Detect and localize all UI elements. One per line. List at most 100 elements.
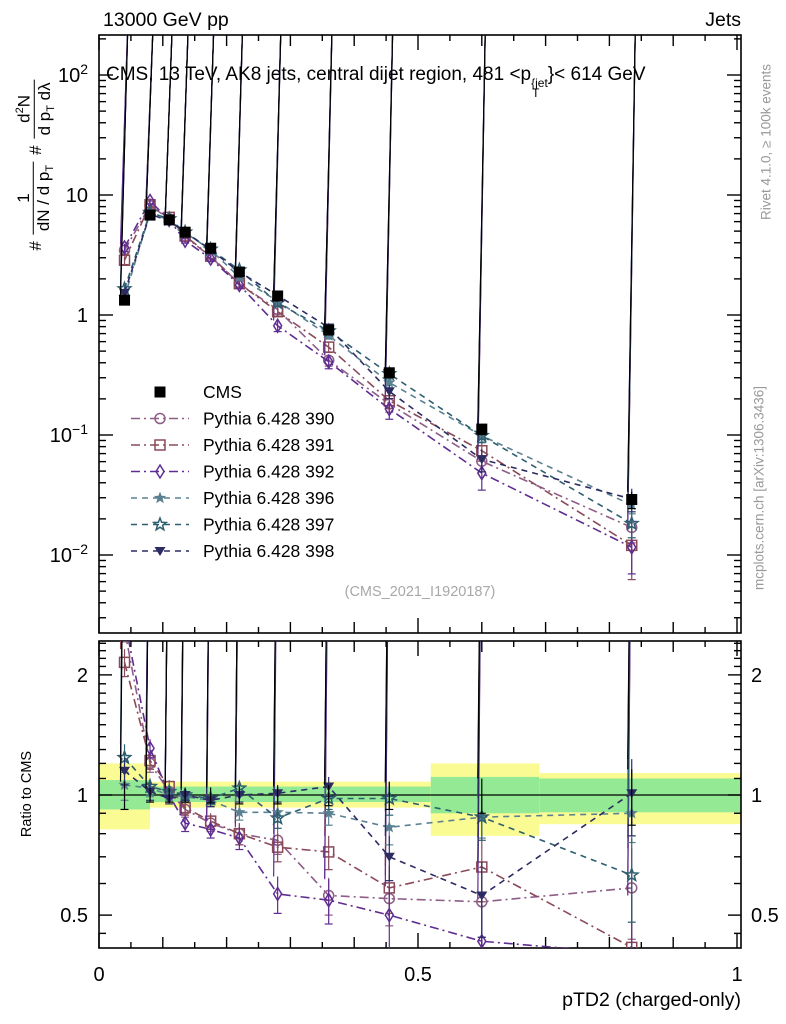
ratio-y-tick-label-left: 2 bbox=[77, 665, 88, 687]
marker-star-open bbox=[269, 809, 286, 826]
mcplots-reference-note: mcplots.cern.ch [arXiv:1306.3436] bbox=[751, 385, 767, 591]
marker-square-open bbox=[154, 439, 166, 451]
error-bar-cap bbox=[324, 641, 327, 785]
marker-diamond-open bbox=[155, 463, 165, 480]
marker-star-open bbox=[623, 514, 640, 531]
marker-star-filled bbox=[322, 806, 335, 819]
analysis-id-watermark: (CMS_2021_I1920187) bbox=[344, 584, 496, 600]
marker-square-filled bbox=[154, 386, 166, 398]
ratio-uncertainty-bands bbox=[99, 763, 741, 836]
ratio-y-tick-label-left: 0.5 bbox=[60, 905, 88, 927]
error-bar-cap bbox=[164, 641, 168, 789]
series-ratio-line bbox=[125, 641, 632, 903]
marker-diamond-open bbox=[145, 740, 155, 757]
marker-square-open bbox=[271, 841, 284, 853]
marker-square-open bbox=[322, 341, 335, 353]
marker-triangle-down bbox=[154, 547, 166, 556]
legend-label: Pythia 6.428 392 bbox=[203, 462, 334, 482]
analysis-group-label: Jets bbox=[705, 9, 741, 31]
main-y-axis-title: # 1 dN / d pT # d2N d pT dλ bbox=[14, 79, 58, 251]
error-bar-cap bbox=[627, 641, 630, 770]
error-bar-cap bbox=[324, 641, 328, 880]
plot-title: CMS, 13 TeV, AK8 jets, central dijet reg… bbox=[106, 64, 646, 100]
marker-diamond-open bbox=[384, 400, 395, 417]
legend-label: Pythia 6.428 396 bbox=[203, 488, 334, 508]
marker-star-open bbox=[473, 808, 491, 825]
plot-title-supsub: {jet T bbox=[531, 76, 548, 100]
error-bar-cap bbox=[324, 35, 333, 327]
marker-square-open bbox=[118, 656, 131, 669]
marker-triangle-down bbox=[119, 288, 131, 298]
error-bar-cap bbox=[119, 641, 123, 782]
marker-square-open bbox=[271, 305, 284, 318]
marker-diamond-open bbox=[234, 830, 245, 846]
error-bar-cap bbox=[273, 35, 282, 294]
legend-label: Pythia 6.428 391 bbox=[203, 435, 334, 455]
marker-square-filled bbox=[476, 423, 488, 435]
plot-title-sup: {jet bbox=[531, 76, 548, 90]
marker-diamond-open bbox=[630, 945, 634, 948]
marker-diamond-open bbox=[272, 886, 283, 902]
marker-square-filled bbox=[179, 226, 191, 238]
marker-diamond-open bbox=[272, 317, 283, 334]
x-tick-label: 0.5 bbox=[404, 964, 432, 986]
marker-square-filled bbox=[626, 494, 638, 506]
ratio-y-tick-label-left: 1 bbox=[77, 785, 88, 807]
axis-ticks bbox=[98, 35, 741, 948]
ratio-series-Pythia-6.428-396 bbox=[118, 641, 638, 846]
error-bar-cap bbox=[180, 35, 189, 231]
marker-diamond-open bbox=[234, 277, 245, 293]
marker-diamond-open bbox=[323, 353, 334, 370]
error-bar-cap bbox=[234, 641, 238, 787]
marker-square-filled bbox=[163, 214, 175, 226]
rivet-version-note: Rivet 4.1.0, ≥ 100k events bbox=[758, 64, 774, 220]
marker-triangle-down bbox=[476, 891, 488, 901]
series-line bbox=[123, 212, 633, 506]
marker-triangle-down bbox=[119, 766, 131, 776]
error-bar-cap bbox=[384, 641, 388, 782]
marker-diamond-open bbox=[323, 892, 334, 909]
marker-diamond-open bbox=[476, 465, 487, 482]
marker-star-filled bbox=[383, 376, 396, 388]
ratio-series-CMS bbox=[119, 641, 636, 826]
plot-title-prefix: CMS, 13 TeV, AK8 jets, central dijet reg… bbox=[106, 64, 532, 85]
ylabel-fraction-2: d2N d pT dλ bbox=[14, 79, 58, 139]
error-bar-cap bbox=[477, 641, 481, 862]
error-bar-cap bbox=[119, 35, 129, 297]
error-bar-cap bbox=[145, 641, 149, 789]
marker-diamond-open bbox=[205, 821, 216, 838]
marker-square-filled bbox=[272, 290, 284, 302]
error-bar-cap bbox=[384, 35, 394, 369]
error-bar-cap bbox=[477, 35, 486, 425]
marker-square-filled bbox=[119, 294, 131, 306]
marker-triangle-down bbox=[383, 387, 395, 397]
legend-label: Pythia 6.428 397 bbox=[203, 515, 334, 535]
marker-triangle-down bbox=[383, 852, 395, 862]
error-bar-cap bbox=[180, 641, 184, 789]
marker-square-filled bbox=[233, 266, 245, 278]
marker-star-open bbox=[623, 866, 640, 883]
plot-title-suffix: }< 614 GeV bbox=[547, 64, 646, 85]
main-y-tick-label: 10−1 bbox=[50, 421, 88, 447]
series-line bbox=[123, 211, 633, 525]
marker-diamond-open bbox=[384, 907, 395, 924]
ratio-y-tick-label-right: 0.5 bbox=[751, 905, 779, 927]
beam-energy-label: 13000 GeV pp bbox=[103, 9, 229, 31]
marker-star-filled bbox=[153, 491, 167, 504]
marker-diamond-open bbox=[205, 250, 216, 267]
error-bar-cap bbox=[145, 35, 154, 214]
plot-title-sub: T bbox=[532, 86, 540, 100]
main-y-tick-label: 10 bbox=[66, 185, 88, 207]
error-bar-cap bbox=[206, 35, 215, 246]
marker-star-open bbox=[151, 515, 169, 532]
marker-diamond-open bbox=[180, 815, 191, 832]
error-bar-cap bbox=[627, 35, 636, 492]
series-ratio-line bbox=[123, 662, 633, 948]
marker-star-filled bbox=[233, 805, 246, 818]
x-tick-label: 0 bbox=[93, 964, 104, 986]
marker-diamond-open bbox=[121, 613, 129, 626]
ratio-y-tick-label-right: 1 bbox=[751, 785, 762, 807]
series-line bbox=[123, 204, 633, 529]
